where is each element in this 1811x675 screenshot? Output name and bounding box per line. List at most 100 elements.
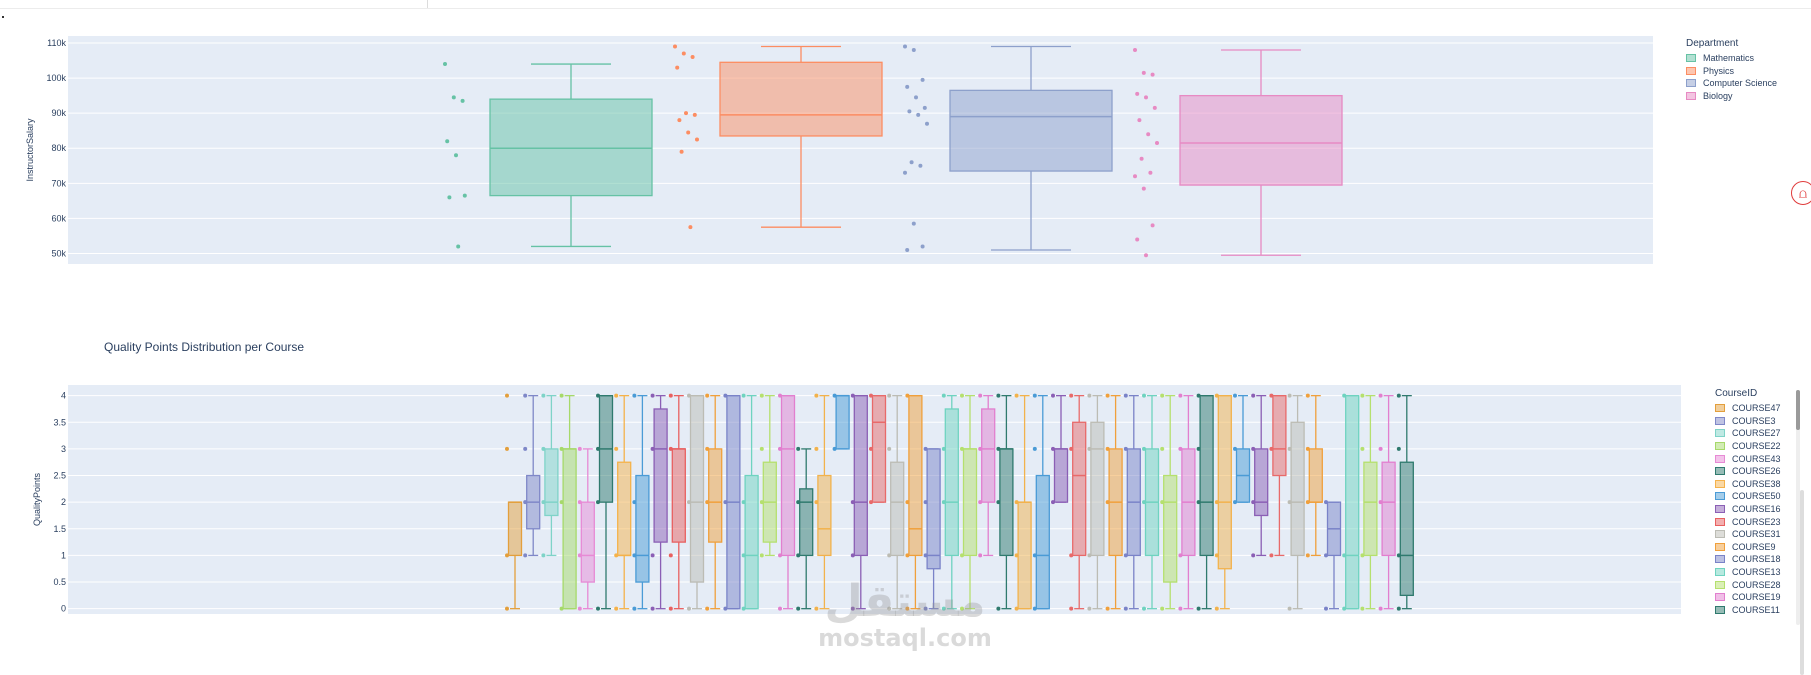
y-axis-label: InstructorSalary [25,118,35,182]
legend-item[interactable]: COURSE18 [1715,553,1781,566]
data-point [909,160,914,165]
legend-item[interactable]: COURSE3 [1715,415,1781,428]
data-point [850,606,855,611]
legend-item[interactable]: Mathematics [1686,52,1777,65]
data-point [1269,393,1274,398]
data-point [1105,393,1110,398]
legend-swatch [1715,467,1725,476]
data-point [1214,606,1219,611]
legend-item[interactable]: COURSE28 [1715,578,1781,591]
legend-item[interactable]: COURSE27 [1715,427,1781,440]
pdf-icon[interactable]: ⩍ [1791,181,1811,205]
legend-item[interactable]: COURSE9 [1715,541,1781,554]
legend-item[interactable]: COURSE26 [1715,465,1781,478]
data-point [1032,553,1037,558]
legend-swatch [1715,542,1725,551]
data-point [796,553,801,558]
box-course14 [941,393,959,611]
legend-scrollbar-thumb[interactable] [1796,390,1800,430]
data-point [814,446,819,451]
data-point [778,606,782,611]
data-point [1196,393,1201,398]
data-point [505,393,509,398]
data-point [1214,500,1219,505]
iqr-box [507,501,523,557]
data-point [462,193,467,198]
data-point [1142,606,1146,611]
data-point [778,393,782,398]
top-bar-divider [427,0,428,8]
department-legend: Department Mathematics Physics Computer Sc… [1686,38,1777,102]
legend-item[interactable]: COURSE22 [1715,440,1781,453]
data-point [1214,393,1219,398]
data-point [905,84,910,89]
legend-swatch [1715,568,1725,577]
data-point [523,446,528,451]
data-point [978,500,983,505]
data-point [1324,500,1328,505]
box-course18 [723,393,741,611]
data-point [723,606,728,611]
top-bar [0,0,1811,9]
data-point [1105,446,1110,451]
legend-item[interactable]: COURSE23 [1715,515,1781,528]
box-course7 [869,393,887,505]
legend-item[interactable]: COURSE31 [1715,528,1781,541]
box-course50 [632,393,650,611]
legend-label: Computer Science [1703,78,1778,89]
iqr-box [908,395,923,557]
data-point [1324,553,1328,558]
legend-item[interactable]: Computer Science [1686,77,1777,90]
box-course39 [1378,393,1396,611]
legend-item[interactable]: COURSE16 [1715,503,1781,516]
data-point [1142,393,1146,398]
data-point [1196,606,1201,611]
legend-item[interactable]: Physics [1686,65,1777,78]
iqr-box [1308,448,1323,503]
data-point [632,393,637,398]
data-point [941,393,946,398]
data-point [759,553,764,558]
data-point [1251,393,1256,398]
legend-item[interactable]: Biology [1686,90,1777,103]
iqr-box [562,448,577,610]
legend-item[interactable]: COURSE43 [1715,452,1781,465]
data-point [832,446,837,451]
legend-item[interactable]: COURSE19 [1715,591,1781,604]
data-point [1150,223,1155,228]
data-point [920,244,925,249]
box-course22 [559,393,577,611]
iqr-box [1179,94,1343,186]
legend-item[interactable]: COURSE38 [1715,478,1781,491]
legend-item[interactable]: COURSE11 [1715,604,1781,617]
legend-swatch [1715,517,1725,526]
data-point [650,606,655,611]
legend-swatch [1686,66,1696,75]
iqr-box [635,474,650,583]
data-point [1135,237,1140,242]
legend-label: COURSE47 [1732,403,1781,414]
legend-label: COURSE9 [1732,541,1776,552]
legend-scrollbar-track[interactable] [1796,390,1800,625]
box-course40 [832,393,850,451]
legend-item[interactable]: COURSE13 [1715,566,1781,579]
data-point [1178,446,1183,451]
data-point [814,606,819,611]
box-course29 [960,393,978,611]
data-point [445,139,450,144]
data-point [914,95,918,100]
legend-label: COURSE31 [1732,529,1781,540]
page-scrollbar[interactable] [1800,490,1804,675]
legend-swatch [1686,79,1696,88]
y-tick-label: 3 [61,444,66,454]
data-point [1287,606,1292,611]
data-point [960,446,964,451]
data-point [523,393,528,398]
data-point [741,393,746,398]
iqr-box [962,448,978,557]
box-course19 [778,393,796,611]
data-point [1342,606,1347,611]
legend-label: Mathematics [1703,53,1755,64]
legend-item[interactable]: COURSE50 [1715,490,1781,503]
legend-item[interactable]: COURSE47 [1715,402,1781,415]
